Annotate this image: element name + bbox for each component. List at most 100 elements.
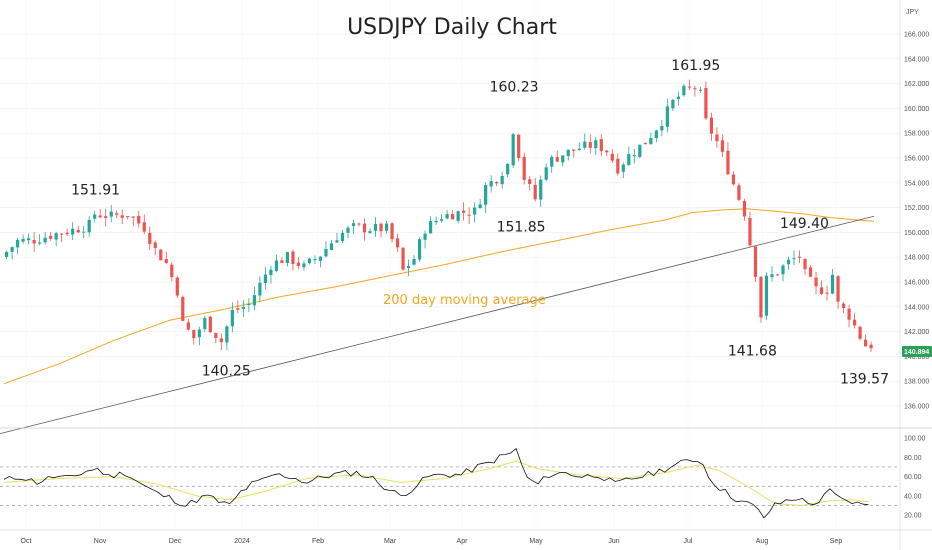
- candle-body: [478, 204, 482, 209]
- candle-body: [627, 154, 631, 166]
- price-annotation: 140.25: [202, 363, 251, 379]
- moving-average-layer: [3, 208, 875, 385]
- candle-body: [847, 308, 851, 320]
- candle-body: [456, 211, 460, 221]
- x-tick-label: Feb: [312, 538, 324, 545]
- candle-body: [21, 238, 25, 242]
- candle-body: [258, 282, 262, 296]
- candle-body: [181, 296, 185, 321]
- candle-body: [797, 256, 802, 258]
- candle-body: [517, 134, 521, 158]
- candle-body: [54, 233, 58, 240]
- rsi-moving-average-line: [3, 460, 869, 507]
- annotations-layer: 151.91 140.25 160.23 151.85 161.95 141.68 149.…: [71, 58, 889, 388]
- candle-body: [467, 214, 471, 216]
- candle-body: [676, 96, 680, 99]
- y-tick-label: 136.000: [904, 404, 929, 411]
- candle-body: [175, 277, 179, 296]
- candle-body: [93, 214, 97, 219]
- candle-body: [351, 223, 356, 227]
- candle-body: [197, 329, 201, 338]
- y-tick-label: 160.000: [904, 106, 929, 113]
- candle-body: [148, 232, 152, 244]
- candle-body: [764, 275, 769, 316]
- candle-body: [841, 303, 846, 309]
- candle-body: [43, 237, 47, 243]
- y-tick-label: 162.000: [904, 81, 929, 88]
- candle-body: [638, 144, 642, 157]
- candle-body: [709, 117, 714, 134]
- candle-body: [38, 242, 42, 244]
- rsi-tick-label: 60.00: [904, 474, 922, 481]
- y-tick-label: 166.000: [904, 32, 929, 39]
- candle-body: [770, 274, 774, 278]
- trendline-layer: [0, 215, 875, 434]
- candle-body: [236, 308, 240, 310]
- candle-body: [539, 179, 543, 200]
- candle-body: [247, 303, 251, 306]
- candle-body: [65, 232, 69, 235]
- candle-body: [219, 338, 223, 343]
- candle-body: [561, 155, 565, 163]
- candles-layer: [5, 79, 873, 352]
- candle-body: [610, 153, 614, 161]
- candle-body: [401, 247, 405, 270]
- candle-body: [671, 99, 675, 109]
- candle-body: [858, 326, 862, 339]
- x-tick-label: Oct: [21, 538, 32, 545]
- candle-body: [428, 221, 433, 234]
- candle-body: [500, 175, 504, 185]
- candle-body: [731, 174, 736, 185]
- candle-body: [522, 156, 526, 180]
- candle-body: [307, 258, 312, 264]
- candle-body: [544, 167, 548, 180]
- candle-body: [506, 163, 510, 175]
- price-annotation: 151.85: [497, 219, 546, 235]
- candle-body: [737, 185, 741, 200]
- x-tick-label: Jul: [684, 538, 693, 545]
- candle-body: [682, 85, 686, 96]
- candle-body: [104, 216, 108, 219]
- candle-body: [390, 223, 394, 240]
- candle-body: [76, 229, 80, 233]
- candle-body: [412, 258, 416, 265]
- candle-body: [693, 88, 697, 90]
- x-tick-label: Aug: [756, 538, 769, 545]
- candle-body: [252, 295, 256, 306]
- candle-body: [302, 263, 306, 268]
- candle-body: [126, 216, 130, 218]
- chart-title: USDJPY Daily Chart: [347, 15, 557, 40]
- candle-body: [291, 251, 295, 265]
- candle-body: [863, 339, 868, 347]
- current-price-badge: [902, 346, 932, 357]
- candle-body: [781, 265, 785, 275]
- candle-body: [203, 318, 207, 330]
- candle-body: [445, 214, 449, 219]
- candle-body: [698, 89, 702, 91]
- candle-body: [792, 258, 796, 260]
- candle-body: [742, 201, 747, 217]
- candle-body: [484, 185, 488, 205]
- candle-body: [511, 134, 515, 166]
- candle-body: [528, 179, 532, 185]
- candle-body: [329, 243, 334, 251]
- candle-body: [32, 240, 36, 244]
- current-price-label: 140.894: [904, 349, 929, 356]
- x-tick-label: 2024: [234, 538, 250, 545]
- candle-body: [830, 274, 835, 294]
- candle-body: [720, 140, 725, 152]
- candle-body: [572, 149, 576, 151]
- candle-body: [395, 238, 400, 248]
- candle-body: [814, 277, 818, 287]
- candle-body: [665, 106, 669, 127]
- rsi-layer: 100.00 80.00 60.00 40.00 20.00: [0, 436, 926, 520]
- y-tick-label: 146.000: [904, 280, 929, 287]
- candle-body: [274, 260, 279, 271]
- candle-body: [583, 141, 587, 148]
- candle-body: [142, 222, 146, 232]
- candle-body: [109, 211, 113, 217]
- candle-body: [759, 276, 763, 318]
- candle-body: [852, 319, 857, 326]
- candle-body: [384, 223, 389, 231]
- candle-body: [660, 126, 664, 131]
